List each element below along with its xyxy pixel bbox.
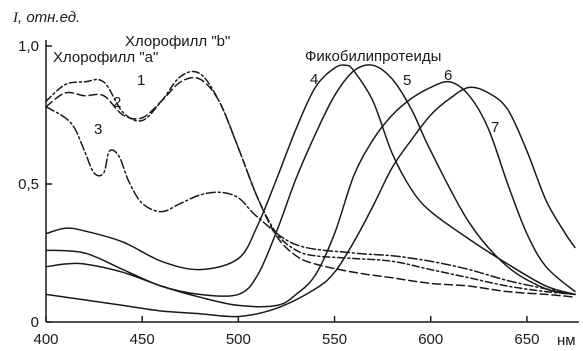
series-5-line bbox=[45, 64, 576, 297]
annotation-chlorophyll-b: Хлорофилл "b" bbox=[125, 33, 230, 50]
series-4-label: 4 bbox=[310, 71, 318, 88]
x-tick-label: 400 bbox=[33, 331, 58, 348]
y-axis-label: I, отн.ед. bbox=[12, 9, 80, 26]
y-tick-label: 0 bbox=[31, 314, 39, 331]
series-labels: 123 4 5 6 7 bbox=[94, 67, 499, 138]
x-tick-label: 650 bbox=[514, 331, 539, 348]
annotation-phycobiliproteins: Фикобилипротеиды bbox=[305, 48, 441, 65]
series-6-label: 6 bbox=[444, 67, 452, 84]
x-tick-label: 450 bbox=[130, 331, 155, 348]
series-4-line bbox=[45, 64, 576, 296]
y-tick-label: 1,0 bbox=[18, 38, 39, 55]
annotation-chlorophyll-a: Хлорофилл "a" bbox=[53, 49, 158, 66]
series-1-line bbox=[45, 70, 576, 296]
series-2-line bbox=[45, 76, 576, 298]
series-3-line bbox=[45, 105, 576, 296]
series-curves bbox=[45, 64, 576, 318]
series-6-line bbox=[45, 80, 576, 308]
x-tick-label: 500 bbox=[226, 331, 251, 348]
axes bbox=[45, 40, 579, 323]
x-tick-label: 600 bbox=[418, 331, 443, 348]
x-axis-unit: нм bbox=[557, 332, 576, 349]
series-1-label: 1 bbox=[137, 72, 145, 89]
series-7-line bbox=[45, 86, 576, 318]
series-2-label: 2 bbox=[113, 94, 121, 111]
series-7-label: 7 bbox=[491, 119, 499, 136]
axis-ticks: 400 450 500 550 600 650 0 0,5 1,0 bbox=[18, 38, 539, 348]
series-5-label: 5 bbox=[403, 72, 411, 89]
y-tick-label: 0,5 bbox=[18, 176, 39, 193]
x-tick-label: 550 bbox=[322, 331, 347, 348]
series-3-label: 3 bbox=[94, 121, 102, 138]
